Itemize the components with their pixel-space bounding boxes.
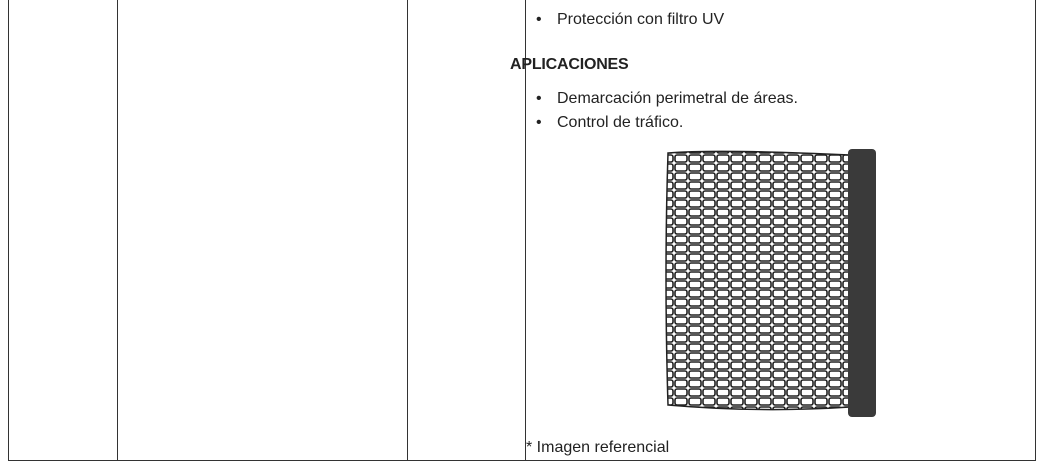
application-list: Demarcación perimetral de áreas. Control…	[536, 87, 798, 135]
table-border	[407, 0, 408, 461]
feature-item: Protección con filtro UV	[536, 8, 724, 32]
image-caption: * Imagen referencial	[526, 439, 670, 456]
table-border	[525, 0, 526, 461]
feature-list: Protección con filtro UV	[536, 8, 724, 32]
mesh-net	[665, 150, 851, 411]
table-border	[8, 460, 1036, 461]
application-item: Demarcación perimetral de áreas.	[536, 87, 798, 111]
table-border	[117, 0, 118, 461]
table-border	[8, 0, 9, 461]
table-border	[1035, 0, 1036, 461]
mesh-image	[665, 149, 876, 417]
section-heading: APLICACIONES	[510, 56, 629, 73]
application-item: Control de tráfico.	[536, 111, 798, 135]
mesh-roll	[848, 149, 876, 417]
